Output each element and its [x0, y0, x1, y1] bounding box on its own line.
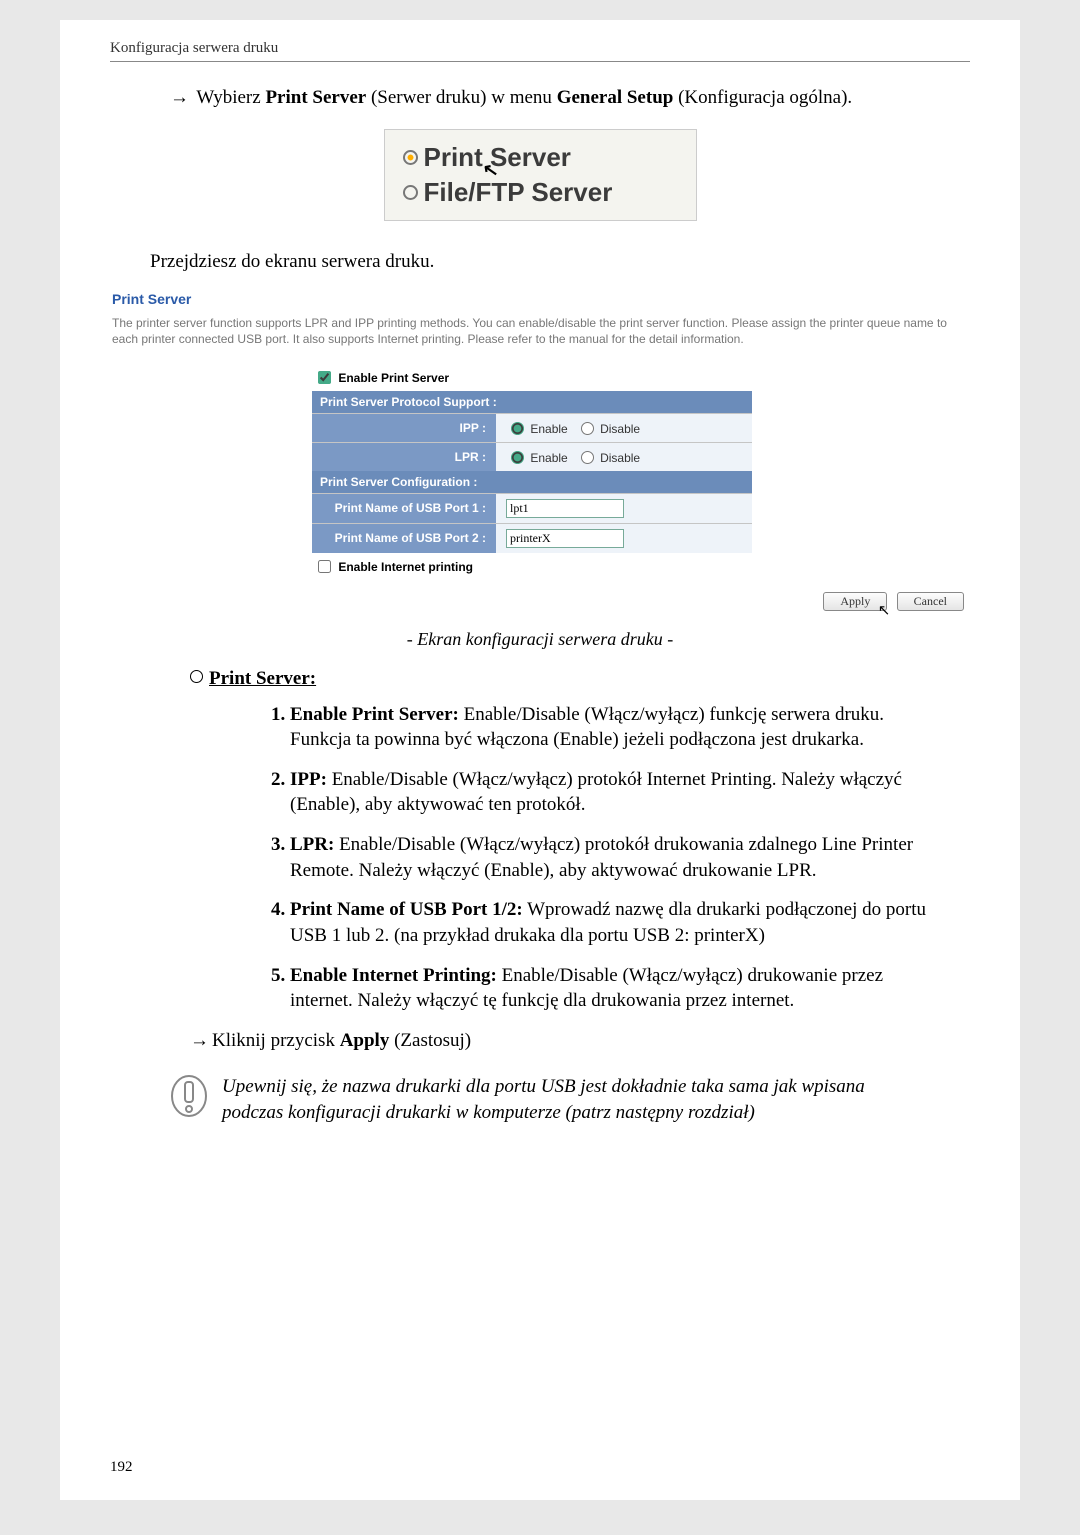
section-print-server: Print Server: — [190, 668, 970, 690]
panel-title: Print Server — [112, 291, 968, 307]
note-icon — [170, 1074, 208, 1123]
numbered-list: Enable Print Server: Enable/Disable (Włą… — [290, 702, 930, 1014]
ipp-label: IPP : — [312, 414, 496, 442]
enable-print-server-row: Enable Print Server — [312, 364, 752, 391]
radio-filled-icon — [403, 150, 418, 165]
menu-item-print-server: Print Server ↖ — [403, 140, 678, 175]
page-number: 192 — [110, 1459, 133, 1476]
arrow-icon: → — [170, 87, 192, 109]
page-header: Konfiguracja serwera druku — [110, 40, 970, 62]
enable-print-server-label: Enable Print Server — [338, 371, 449, 385]
ipp-enable-option[interactable]: Enable — [506, 419, 568, 436]
note-text: Upewnij się, że nazwa drukarki dla portu… — [222, 1074, 930, 1125]
step-select: → Wybierz Print Server (Serwer druku) w … — [170, 87, 970, 109]
section-print-server-config: Print Server Configuration : — [312, 471, 752, 493]
list-item: Print Name of USB Port 1/2: Wprowadź naz… — [290, 897, 930, 948]
section-protocol-support: Print Server Protocol Support : — [312, 391, 752, 413]
panel-desc: The printer server function supports LPR… — [112, 315, 968, 347]
step-b1: Print Server — [265, 87, 366, 108]
list-item: IPP: Enable/Disable (Włącz/wyłącz) proto… — [290, 767, 930, 818]
ipp-enable-radio[interactable] — [511, 422, 524, 435]
list-item: Enable Print Server: Enable/Disable (Włą… — [290, 702, 930, 753]
enable-print-server-checkbox[interactable] — [318, 371, 331, 384]
lpr-enable-radio[interactable] — [511, 451, 524, 464]
usb1-label: Print Name of USB Port 1 : — [312, 494, 496, 523]
lpr-label: LPR : — [312, 443, 496, 471]
config-panel: Print Server The printer server function… — [110, 285, 970, 622]
step-mid1: (Serwer druku) w menu — [366, 87, 556, 108]
lpr-enable-option[interactable]: Enable — [506, 448, 568, 465]
step-text-pre: Wybierz — [196, 87, 265, 108]
menu-screenshot: Print Server ↖ File/FTP Server — [384, 129, 697, 221]
usb2-label: Print Name of USB Port 2 : — [312, 524, 496, 553]
note-block: Upewnij się, że nazwa drukarki dla portu… — [170, 1074, 930, 1125]
enable-internet-printing-label: Enable Internet printing — [338, 560, 473, 574]
apply-instruction: →Kliknij przycisk Apply (Zastosuj) — [190, 1030, 970, 1052]
circle-bullet-icon — [190, 670, 203, 683]
ipp-disable-radio[interactable] — [581, 422, 594, 435]
enable-internet-printing-checkbox[interactable] — [318, 560, 331, 573]
cursor-icon: ↖ — [878, 601, 891, 620]
usb2-name-input[interactable] — [506, 529, 624, 548]
step-post: (Konfiguracja ogólna). — [673, 87, 852, 108]
list-item: Enable Internet Printing: Enable/Disable… — [290, 963, 930, 1014]
step-b2: General Setup — [557, 87, 674, 108]
ipp-disable-option[interactable]: Disable — [576, 419, 640, 436]
radio-empty-icon — [403, 185, 418, 200]
arrow-icon: → — [190, 1030, 212, 1052]
apply-button[interactable]: Apply↖ — [823, 592, 887, 611]
figure-caption: - Ekran konfiguracji serwera druku - — [110, 629, 970, 650]
usb1-name-input[interactable] — [506, 499, 624, 518]
list-item: LPR: Enable/Disable (Włącz/wyłącz) proto… — [290, 832, 930, 883]
lpr-disable-option[interactable]: Disable — [576, 448, 640, 465]
result-line: Przejdziesz do ekranu serwera druku. — [150, 251, 970, 273]
lpr-disable-radio[interactable] — [581, 451, 594, 464]
cancel-button[interactable]: Cancel — [897, 592, 964, 611]
menu-item-file-ftp: File/FTP Server — [403, 175, 678, 210]
enable-internet-printing-row: Enable Internet printing — [312, 553, 752, 580]
